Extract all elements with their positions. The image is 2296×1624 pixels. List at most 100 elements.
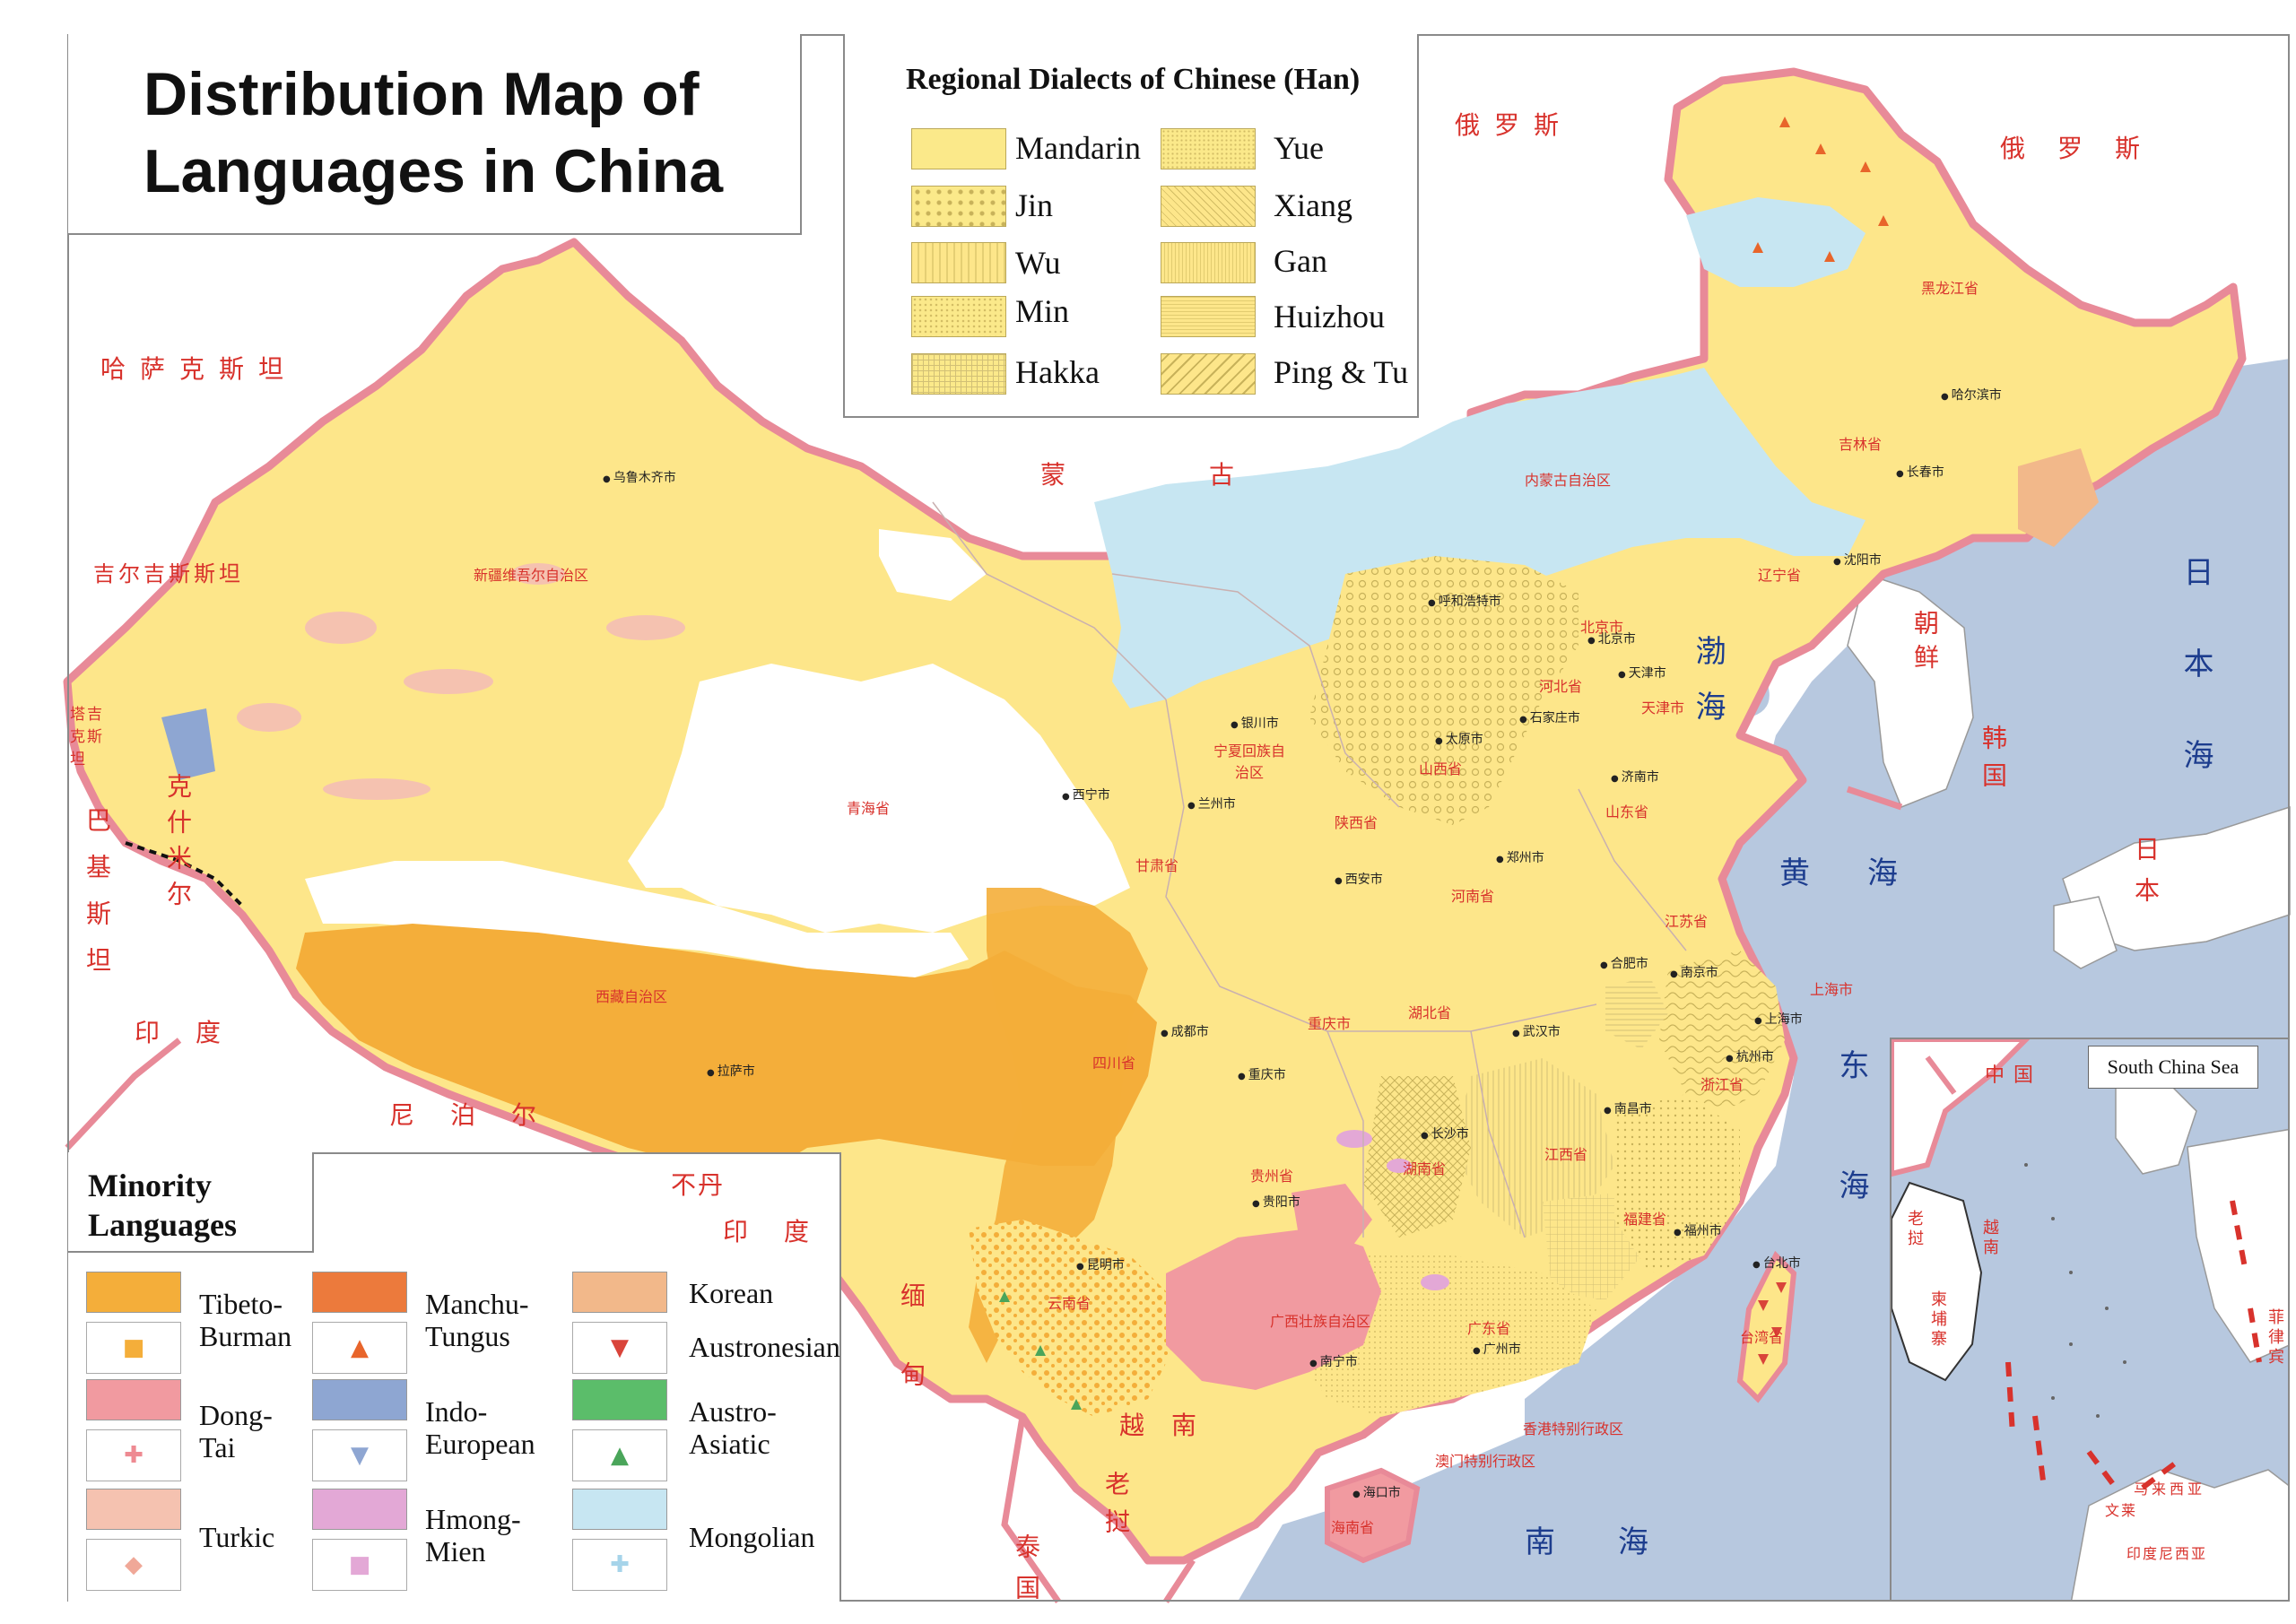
label-laos: 老挝 — [1101, 1471, 1131, 1546]
label-province: 台湾省 — [1740, 1329, 1784, 1346]
city-label: 台北市 — [1752, 1254, 1801, 1272]
city-label: 南京市 — [1670, 963, 1718, 981]
city-label: 西宁市 — [1062, 786, 1110, 803]
label-province: 天津市 — [1641, 699, 1685, 716]
city-label: 长沙市 — [1421, 1125, 1469, 1142]
swatch-indo-european — [312, 1379, 407, 1420]
swatch-jin — [911, 186, 1006, 227]
legend-label-austronesian: Austronesian — [689, 1331, 840, 1363]
city-label: 西安市 — [1335, 870, 1383, 888]
label-province: 澳门特别行政区 — [1435, 1453, 1536, 1470]
city-label: 济南市 — [1611, 768, 1659, 786]
city-label: 呼和浩特市 — [1428, 592, 1501, 610]
label-myanmar: 缅甸 — [897, 1282, 926, 1440]
label-kashmir: 克什米尔 — [163, 773, 193, 916]
label-province: 重庆市 — [1308, 1015, 1352, 1032]
swatch-huizhou — [1161, 296, 1256, 337]
label-bhutan: 不丹 — [671, 1170, 726, 1200]
city-label: 天津市 — [1618, 664, 1666, 682]
tibeto-burman-tibet — [296, 924, 1157, 1175]
city-label: 海口市 — [1352, 1483, 1401, 1501]
gan-region — [1453, 1058, 1614, 1238]
inset-label-brunei: 文莱 — [2105, 1502, 2138, 1519]
legend-label-austro-asiatic: Austro-Asiatic — [689, 1395, 777, 1460]
city-label: 哈尔滨市 — [1941, 386, 2002, 404]
legend-label-jin: Jin — [1015, 187, 1054, 223]
city-label: 武汉市 — [1512, 1022, 1561, 1040]
inset-label-china: 中国 — [1985, 1064, 2043, 1087]
city-label: 昆明市 — [1076, 1255, 1125, 1273]
swatch-hakka — [911, 353, 1006, 395]
city-label: 兰州市 — [1187, 795, 1236, 812]
label-vietnam: 越南 — [1119, 1411, 1224, 1440]
label-province: 辽宁省 — [1758, 567, 1802, 584]
dong-tai-guizhou — [1292, 1184, 1372, 1255]
inset-label-laos: 老挝 — [1905, 1210, 1924, 1249]
label-province: 浙江省 — [1700, 1076, 1744, 1093]
legend-label-mongolian: Mongolian — [689, 1521, 815, 1553]
swatch-manchu-tungus — [312, 1272, 407, 1313]
legend-label-dong-tai: Dong-Tai — [199, 1399, 273, 1463]
label-province: 陕西省 — [1335, 814, 1378, 831]
jin-region — [1309, 556, 1578, 825]
city-label: 南宁市 — [1309, 1352, 1358, 1370]
tibet-white — [305, 861, 969, 977]
title-panel — [68, 34, 802, 235]
city-label: 广州市 — [1473, 1340, 1521, 1358]
xiang-region — [1363, 1076, 1471, 1238]
swatch-ping-tu — [1161, 353, 1256, 395]
label-province: 湖南省 — [1403, 1160, 1447, 1177]
legend-label-tibeto-burman: Tibeto-Burman — [199, 1288, 292, 1352]
label-mongolia: 蒙古 — [1040, 460, 1378, 490]
label-province: 上海市 — [1810, 981, 1854, 998]
inset-label-indonesia: 印度尼西亚 — [2126, 1545, 2208, 1562]
japan-land-south — [2053, 896, 2118, 969]
manchu-tungus-markers — [1752, 117, 1889, 262]
label-kyrgyzstan: 吉尔吉斯斯坦 — [93, 561, 244, 586]
label-province: 湖北省 — [1408, 1004, 1452, 1021]
symbol-austro-asiatic: ▲ — [572, 1429, 667, 1481]
minority-legend-title-panel — [68, 1152, 314, 1253]
label-province: 河北省 — [1539, 678, 1583, 695]
legend-label-turkic: Turkic — [199, 1521, 275, 1553]
label-province: 甘肃省 — [1135, 857, 1179, 874]
city-label: 沈阳市 — [1833, 551, 1882, 569]
label-province: 山西省 — [1419, 760, 1463, 777]
inset-label-vietnam: 越南 — [1980, 1219, 1999, 1258]
swatch-hmong-mien — [312, 1489, 407, 1530]
neighbor-borders — [65, 786, 1903, 1604]
mongolian-inner-mongolia — [1094, 368, 1866, 708]
label-yellow-sea: 黄海 — [1779, 855, 1955, 891]
swatch-min — [911, 296, 1006, 337]
legend-label-gan: Gan — [1274, 243, 1327, 279]
label-nepal: 尼泊尔 — [389, 1100, 573, 1130]
turkic-speckles — [237, 563, 685, 800]
inset-label-philippines: 菲律宾 — [2266, 1308, 2284, 1368]
symbol-hmong-mien: ■ — [312, 1539, 407, 1591]
province-borders — [932, 501, 1687, 1238]
legend-label-korean: Korean — [689, 1277, 774, 1309]
label-province: 内蒙古自治区 — [1525, 472, 1612, 489]
label-province: 江西省 — [1544, 1146, 1588, 1163]
city-label: 拉萨市 — [707, 1062, 755, 1080]
swatch-gan — [1161, 242, 1256, 283]
swatch-dong-tai — [86, 1379, 181, 1420]
dong-tai-guangxi — [1166, 1229, 1381, 1390]
inset-map — [1892, 1039, 2288, 1600]
city-label: 长春市 — [1896, 463, 1944, 481]
disputed-border — [125, 841, 244, 908]
mongolian-hulunbuir — [1686, 197, 1866, 287]
city-label: 贵阳市 — [1252, 1193, 1300, 1211]
label-province: 江苏省 — [1665, 913, 1709, 930]
label-province: 云南省 — [1048, 1295, 1091, 1312]
city-label: 北京市 — [1587, 630, 1636, 647]
city-label: 合肥市 — [1600, 954, 1648, 972]
label-tajikistan: 塔吉克斯坦 — [70, 706, 104, 769]
austronesian-markers — [1758, 1282, 1787, 1365]
huizhou-region — [1605, 977, 1668, 1049]
korean-pocket — [2018, 448, 2099, 547]
label-province: 四川省 — [1092, 1055, 1136, 1072]
label-province: 河南省 — [1451, 888, 1495, 905]
label-india-east: 印度 — [723, 1217, 846, 1246]
qinghai-white — [628, 664, 1130, 933]
